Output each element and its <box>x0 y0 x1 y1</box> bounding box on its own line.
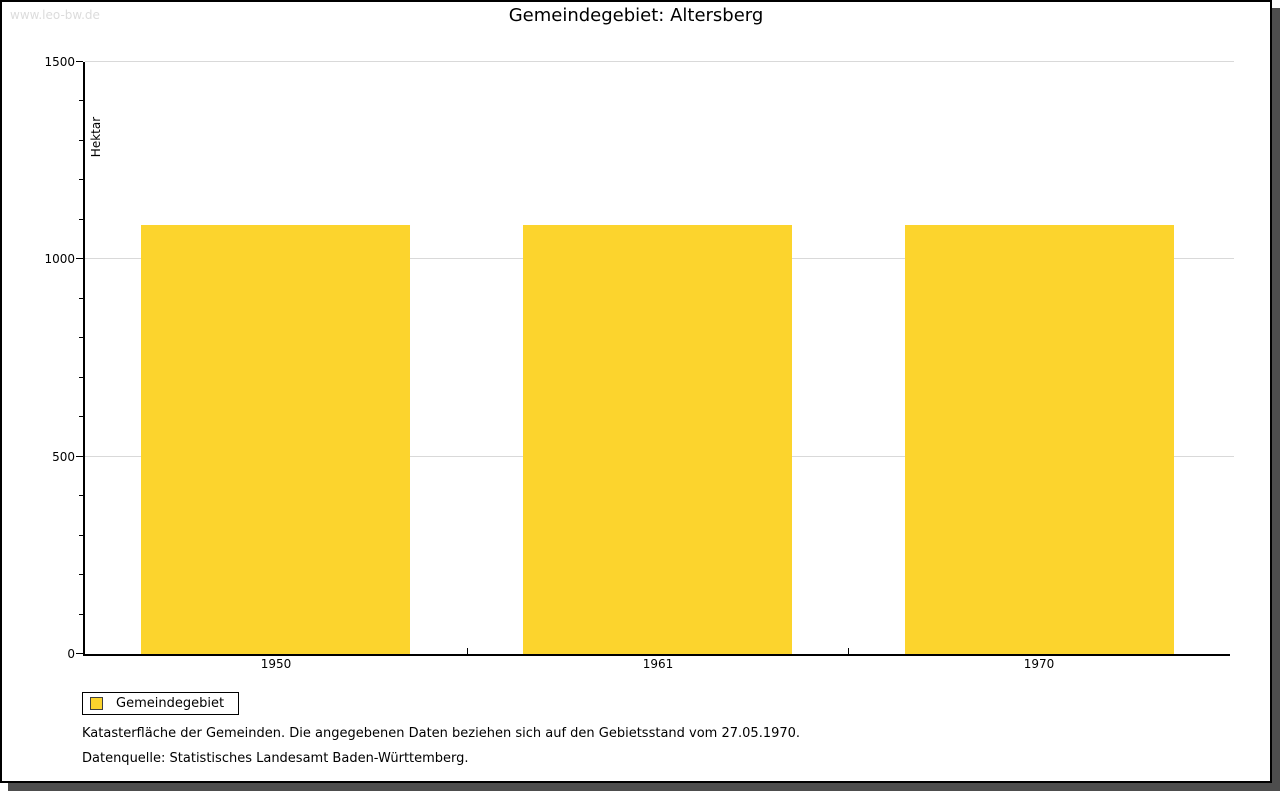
y-axis-tick-label: 1500 <box>44 55 75 69</box>
y-axis-minor-tick <box>79 298 83 299</box>
footnote-source-note: Katasterfläche der Gemeinden. Die angege… <box>82 726 801 741</box>
legend-box: Gemeindegebiet <box>82 692 240 715</box>
y-axis-minor-tick <box>79 337 83 338</box>
plot-area: Hektar 0 500 1000 1500 1950 1961 1970 <box>44 55 1234 671</box>
y-axis-minor-tick <box>79 574 83 575</box>
y-axis-minor-tick <box>79 416 83 417</box>
x-axis-boundary-tick <box>848 648 849 654</box>
y-axis-minor-tick <box>79 219 83 220</box>
y-gridline <box>85 61 1234 62</box>
y-axis-title: Hektar <box>89 116 103 158</box>
watermark-text: www.leo-bw.de <box>10 8 100 22</box>
y-axis-major-tick <box>76 61 83 62</box>
x-axis-category-label: 1950 <box>260 657 292 671</box>
legend-color-swatch <box>90 697 103 710</box>
y-axis-major-tick <box>76 653 83 654</box>
y-axis-minor-tick <box>79 140 83 141</box>
y-axis-minor-tick <box>79 100 83 101</box>
frame-shadow-bottom <box>8 783 1280 791</box>
y-axis-major-tick <box>76 456 83 457</box>
y-axis-minor-tick <box>79 179 83 180</box>
y-axis-tick-label: 0 <box>67 647 75 661</box>
legend-label: Gemeindegebiet <box>116 696 225 711</box>
chart-title: Gemeindegebiet: Altersberg <box>508 5 764 26</box>
y-axis-minor-tick <box>79 495 83 496</box>
y-axis-minor-tick <box>79 535 83 536</box>
bar-1950 <box>141 225 410 654</box>
bar-1970 <box>905 225 1174 654</box>
y-axis-major-tick <box>76 258 83 259</box>
y-axis-minor-tick <box>79 377 83 378</box>
y-axis-tick-label: 500 <box>52 450 75 464</box>
x-axis-boundary-tick <box>467 648 468 654</box>
frame-shadow-right <box>1272 8 1280 791</box>
y-axis-minor-tick <box>79 614 83 615</box>
bar-1961 <box>523 225 792 654</box>
x-axis-category-label: 1961 <box>642 657 674 671</box>
y-axis-tick-label: 1000 <box>44 252 75 266</box>
footnote-data-source: Datenquelle: Statistisches Landesamt Bad… <box>82 751 469 766</box>
x-axis-category-label: 1970 <box>1023 657 1055 671</box>
